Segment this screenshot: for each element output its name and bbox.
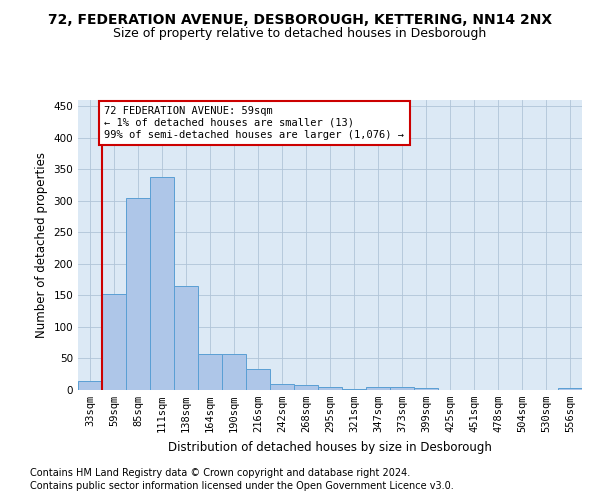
Bar — [246, 368, 270, 390]
Bar — [390, 387, 414, 390]
Bar — [294, 385, 318, 390]
Bar — [102, 294, 126, 390]
Bar — [198, 354, 222, 390]
Bar — [222, 354, 246, 390]
Bar — [342, 388, 366, 390]
Text: Size of property relative to detached houses in Desborough: Size of property relative to detached ho… — [113, 28, 487, 40]
Bar — [558, 388, 582, 390]
Bar — [366, 387, 390, 390]
Bar — [414, 388, 438, 390]
Y-axis label: Number of detached properties: Number of detached properties — [35, 152, 48, 338]
Text: 72 FEDERATION AVENUE: 59sqm
← 1% of detached houses are smaller (13)
99% of semi: 72 FEDERATION AVENUE: 59sqm ← 1% of deta… — [104, 106, 404, 140]
Text: Contains public sector information licensed under the Open Government Licence v3: Contains public sector information licen… — [30, 481, 454, 491]
X-axis label: Distribution of detached houses by size in Desborough: Distribution of detached houses by size … — [168, 440, 492, 454]
Bar — [174, 286, 198, 390]
Text: Contains HM Land Registry data © Crown copyright and database right 2024.: Contains HM Land Registry data © Crown c… — [30, 468, 410, 477]
Bar — [318, 388, 342, 390]
Bar — [126, 198, 150, 390]
Text: 72, FEDERATION AVENUE, DESBOROUGH, KETTERING, NN14 2NX: 72, FEDERATION AVENUE, DESBOROUGH, KETTE… — [48, 12, 552, 26]
Bar — [78, 380, 102, 390]
Bar — [150, 177, 174, 390]
Bar — [270, 384, 294, 390]
